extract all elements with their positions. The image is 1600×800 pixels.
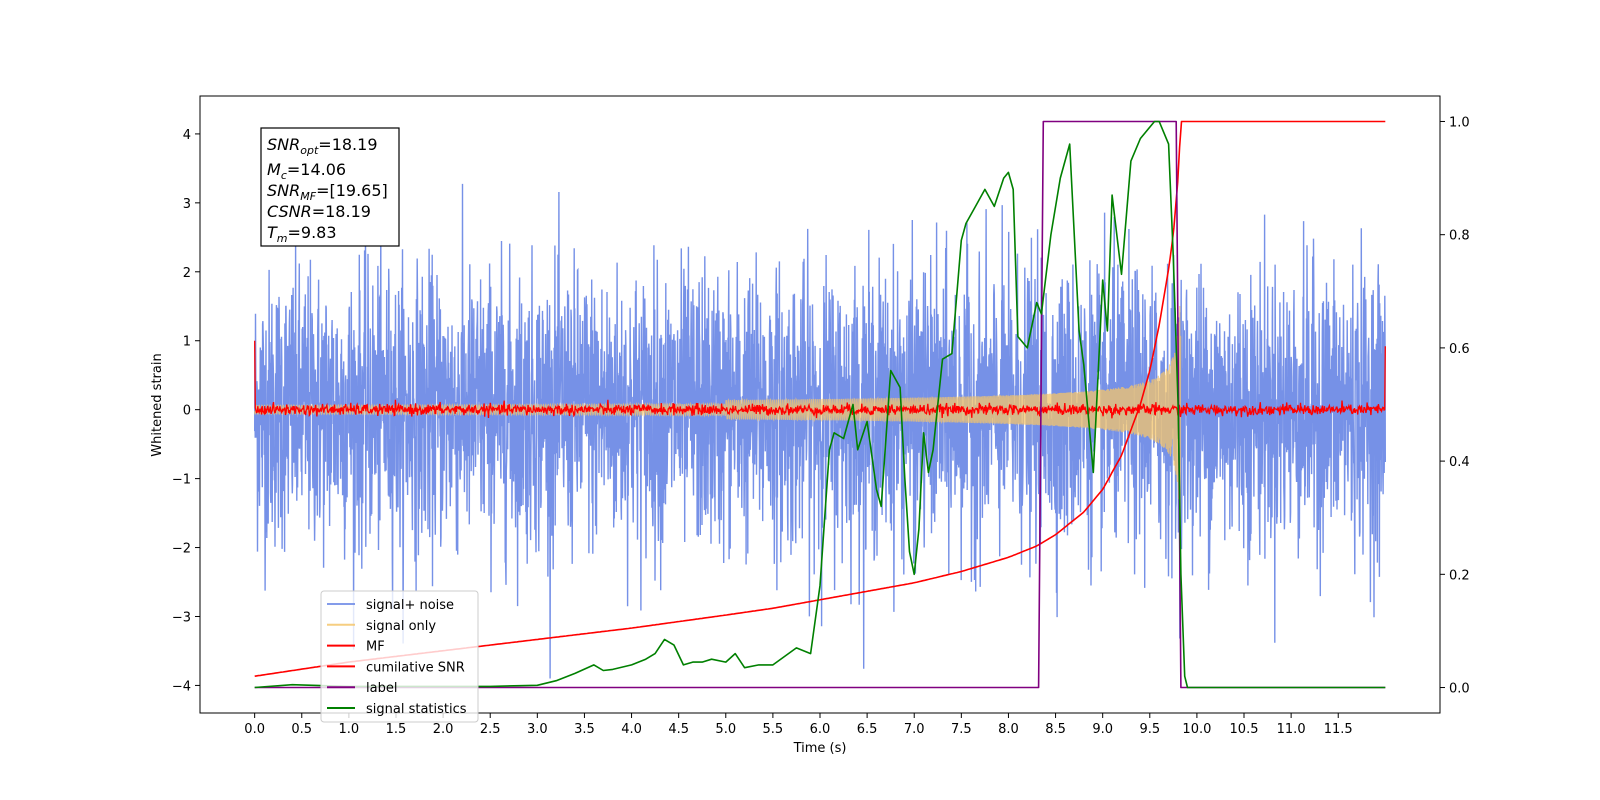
y-tick-label: 0 bbox=[183, 404, 191, 419]
x-tick-label: 6.5 bbox=[857, 722, 878, 737]
legend-item: cumilative SNR bbox=[327, 660, 465, 675]
x-axis-label: Time (s) bbox=[793, 741, 847, 756]
y-tick-label: 4 bbox=[183, 128, 191, 143]
y-tick-label: 2 bbox=[183, 266, 191, 281]
legend-item: signal+ noise bbox=[327, 598, 454, 613]
y-tick-label: 3 bbox=[183, 197, 191, 212]
x-tick-label: 10.0 bbox=[1182, 722, 1211, 737]
legend-item: signal statistics bbox=[327, 702, 467, 717]
series-signal-statistics bbox=[254, 120, 1386, 689]
x-tick-label: 8.5 bbox=[1045, 722, 1066, 737]
y-tick-label: 1 bbox=[183, 335, 191, 350]
info-tm: Tm=9.83 bbox=[267, 223, 337, 245]
series-mf bbox=[254, 340, 1386, 419]
y2-tick-label: 1.0 bbox=[1449, 115, 1470, 130]
y-tick-label: −4 bbox=[172, 679, 191, 694]
info-snr-opt: SNRopt=18.19 bbox=[267, 135, 378, 157]
x-tick-label: 5.5 bbox=[763, 722, 784, 737]
y-tick-label: −2 bbox=[172, 542, 191, 557]
x-tick-label: 9.5 bbox=[1139, 722, 1160, 737]
x-tick-label: 0.5 bbox=[291, 722, 312, 737]
x-tick-label: 5.0 bbox=[715, 722, 736, 737]
y-tick-label: −1 bbox=[172, 473, 191, 488]
x-tick-label: 7.0 bbox=[904, 722, 925, 737]
x-tick-label: 6.0 bbox=[810, 722, 831, 737]
x-tick-label: 8.0 bbox=[998, 722, 1019, 737]
info-snr-mf: SNRMF=[19.65] bbox=[267, 181, 388, 203]
x-tick-label: 11.0 bbox=[1277, 722, 1306, 737]
x-tick-label: 10.5 bbox=[1230, 722, 1259, 737]
x-axis: 0.0 0.5 1.0 1.5 2.0 2.5 3.0 3.5 4.0 4.5 5.0 5.5 6.0 6… bbox=[244, 713, 1353, 737]
series-signal-only bbox=[254, 305, 1182, 542]
x-tick-label: 0.0 bbox=[244, 722, 265, 737]
y2-tick-label: 0.2 bbox=[1449, 568, 1470, 583]
y-axis-right: 0.0 0.2 0.4 0.6 0.8 1.0 bbox=[1440, 115, 1470, 697]
legend-label: MF bbox=[366, 640, 385, 655]
x-tick-label: 7.5 bbox=[951, 722, 972, 737]
y2-tick-label: 0.8 bbox=[1449, 229, 1470, 244]
y2-tick-label: 0.0 bbox=[1449, 682, 1470, 697]
y-axis-left: −4 −3 −2 −1 0 1 2 3 4 bbox=[172, 128, 200, 694]
x-tick-label: 3.0 bbox=[527, 722, 548, 737]
legend-label: label bbox=[366, 681, 397, 696]
info-csnr: CSNR=18.19 bbox=[267, 202, 371, 221]
x-tick-label: 2.5 bbox=[480, 722, 501, 737]
y-tick-label: −3 bbox=[172, 610, 191, 625]
legend-item: MF bbox=[327, 640, 385, 655]
x-tick-label: 11.5 bbox=[1324, 722, 1353, 737]
x-tick-label: 9.0 bbox=[1092, 722, 1113, 737]
info-mc: Mc=14.06 bbox=[267, 160, 346, 182]
x-tick-label: 2.0 bbox=[433, 722, 454, 737]
legend-item: signal only bbox=[327, 619, 436, 634]
legend-label: cumilative SNR bbox=[366, 660, 465, 675]
x-tick-label: 4.0 bbox=[621, 722, 642, 737]
y2-tick-label: 0.4 bbox=[1449, 455, 1470, 470]
legend-item: label bbox=[327, 681, 397, 696]
x-tick-label: 1.0 bbox=[339, 722, 360, 737]
legend-box bbox=[320, 590, 479, 723]
x-tick-label: 3.5 bbox=[574, 722, 595, 737]
legend-label: signal statistics bbox=[366, 702, 467, 717]
x-tick-label: 4.5 bbox=[668, 722, 689, 737]
y2-tick-label: 0.6 bbox=[1449, 342, 1470, 357]
legend-label: signal only bbox=[366, 619, 436, 634]
legend: signal+ noise signal only MF cumilative SNR… bbox=[320, 590, 479, 723]
x-tick-label: 1.5 bbox=[386, 722, 407, 737]
legend-label: signal+ noise bbox=[366, 598, 454, 613]
y-axis-label: Whitened strain bbox=[150, 353, 165, 456]
info-box: SNRopt=18.19 Mc=14.06 SNRMF=[19.65] CSNR… bbox=[260, 127, 400, 247]
series-signal-noise bbox=[254, 183, 1386, 679]
